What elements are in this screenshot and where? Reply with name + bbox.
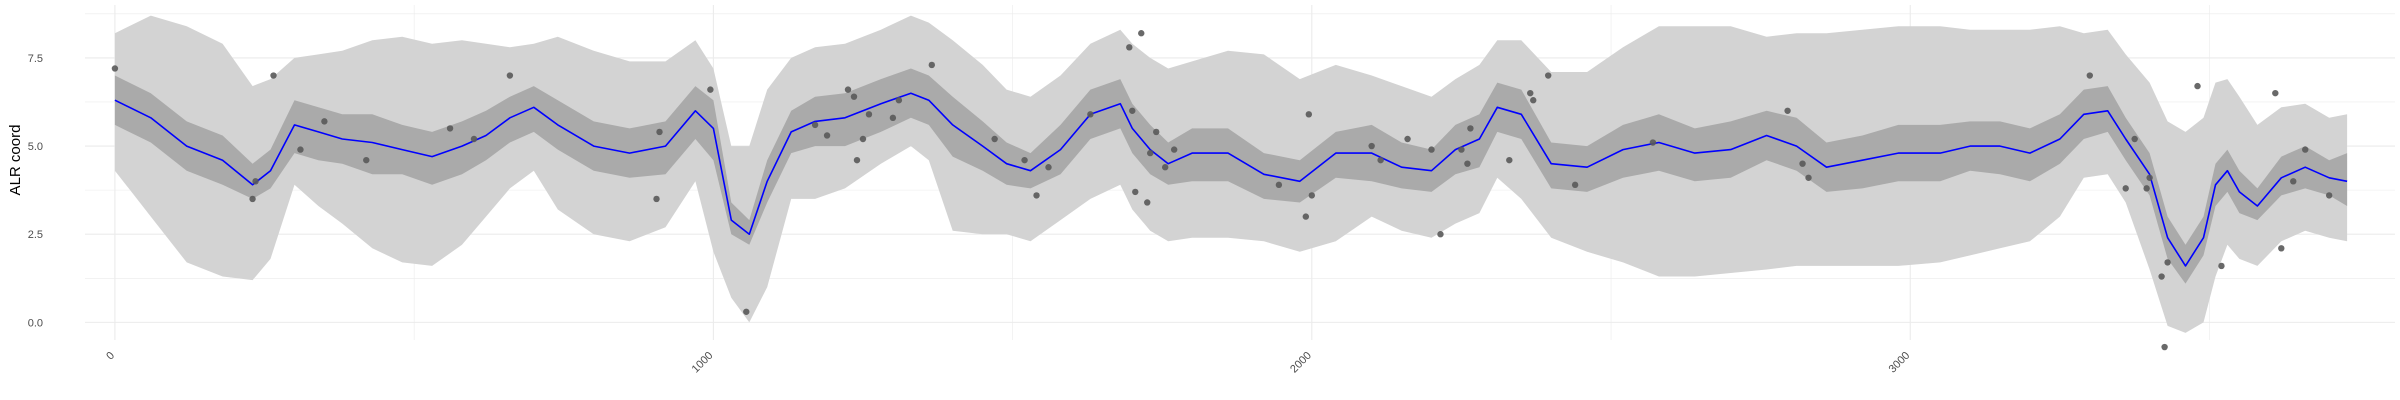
- data-point: [656, 128, 663, 136]
- x-tick-label: 2000: [1288, 350, 1314, 376]
- data-point: [2272, 89, 2279, 97]
- data-point: [1805, 174, 1812, 181]
- data-point: [1138, 30, 1145, 37]
- data-point: [1784, 107, 1791, 114]
- data-point: [1437, 231, 1444, 238]
- data-point: [1377, 156, 1384, 164]
- data-point: [2146, 174, 2153, 181]
- data-point: [1404, 135, 1411, 143]
- inner-credible-band: [114, 68, 2348, 284]
- mean-line-layer: [114, 92, 2348, 267]
- data-point: [1305, 111, 1313, 118]
- data-point: [1144, 199, 1151, 206]
- data-point: [2122, 185, 2129, 192]
- data-point: [1021, 156, 1028, 164]
- data-point: [850, 93, 858, 100]
- data-point: [1799, 160, 1806, 167]
- data-point: [2278, 245, 2285, 252]
- data-point: [1132, 188, 1139, 196]
- data-point: [1368, 142, 1375, 150]
- y-axis-title: ALR coord: [7, 125, 24, 196]
- y-axis-ticks: 0.0 2.5 5.0 7.5: [28, 53, 43, 329]
- data-point: [1308, 192, 1316, 199]
- data-point: [2164, 259, 2171, 266]
- data-point: [1571, 181, 1579, 189]
- data-point: [928, 61, 936, 69]
- y-tick-label: 0.0: [28, 317, 43, 329]
- data-point: [1126, 44, 1133, 51]
- data-point: [2086, 72, 2093, 79]
- data-point: [446, 125, 454, 132]
- data-point: [823, 132, 831, 139]
- data-point: [1045, 164, 1052, 171]
- data-point: [1428, 146, 1435, 153]
- data-point: [1129, 107, 1136, 114]
- data-point: [1458, 146, 1465, 153]
- data-point: [991, 135, 998, 143]
- y-tick-label: 2.5: [28, 229, 43, 241]
- data-point: [1302, 213, 1310, 220]
- data-point: [1544, 72, 1552, 79]
- data-point: [506, 72, 514, 79]
- data-point: [1467, 125, 1474, 132]
- x-axis-ticks: 0 1000 2000 3000: [104, 350, 1912, 376]
- data-point: [743, 308, 750, 315]
- data-point: [2161, 343, 2168, 351]
- data-point: [865, 111, 873, 118]
- data-point: [1530, 97, 1537, 104]
- data-point: [252, 178, 259, 185]
- data-point: [1464, 160, 1471, 167]
- posterior-mean-line: [114, 92, 2348, 267]
- data-point: [653, 195, 660, 203]
- data-point: [895, 97, 903, 104]
- data-point: [1087, 111, 1094, 118]
- data-point: [2302, 146, 2309, 153]
- data-point: [1033, 192, 1040, 199]
- data-point: [859, 135, 867, 143]
- data-point: [2158, 273, 2165, 280]
- data-point: [853, 156, 861, 164]
- data-point: [363, 156, 370, 164]
- data-point: [470, 135, 478, 143]
- x-tick-label: 1000: [690, 350, 716, 376]
- data-point: [321, 118, 328, 125]
- data-point: [1170, 146, 1178, 153]
- data-point: [1527, 89, 1534, 97]
- y-tick-label: 7.5: [28, 53, 43, 65]
- data-point: [297, 146, 304, 153]
- data-point: [1506, 156, 1513, 164]
- x-tick-label: 3000: [1887, 350, 1913, 376]
- data-point: [111, 65, 119, 72]
- data-point: [1153, 128, 1160, 136]
- data-point: [249, 195, 256, 203]
- data-point: [1649, 139, 1657, 146]
- x-tick-label: 0: [104, 350, 117, 363]
- data-point: [2325, 192, 2333, 199]
- data-point: [2131, 135, 2138, 143]
- data-point: [844, 86, 852, 93]
- data-point: [2290, 178, 2297, 185]
- data-point: [2194, 82, 2201, 90]
- data-point: [2143, 185, 2150, 192]
- data-point: [270, 72, 277, 79]
- data-point: [1161, 164, 1169, 171]
- data-point: [2218, 262, 2225, 270]
- data-point: [811, 121, 819, 129]
- confidence-bands: [114, 15, 2348, 333]
- y-tick-label: 5.0: [28, 141, 43, 153]
- observed-points: [111, 30, 2333, 351]
- data-point: [1275, 181, 1283, 189]
- data-point: [1147, 149, 1154, 157]
- data-point: [707, 86, 714, 93]
- data-point: [889, 114, 897, 122]
